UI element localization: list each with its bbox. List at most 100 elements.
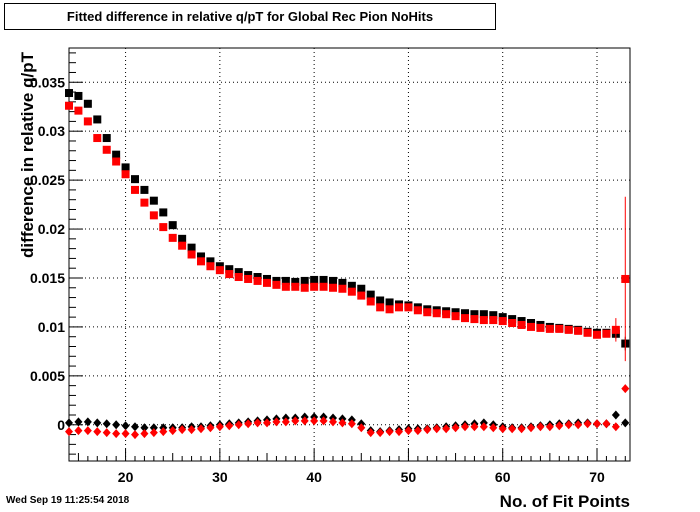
data-point [253,276,262,285]
data-point [197,257,205,266]
data-point [112,157,121,166]
data-point [234,268,243,277]
data-point [329,276,337,285]
data-point [93,134,102,143]
data-point [244,274,253,283]
x-tick-label: 50 [401,469,417,485]
data-point [310,416,319,426]
data-point [527,423,535,433]
data-point [168,233,177,242]
data-point [545,422,554,432]
data-point [159,208,168,217]
data-point [385,427,394,437]
data-point [140,185,149,194]
data-point [291,282,300,291]
data-point [489,316,498,325]
data-point [413,426,422,436]
data-point [555,421,564,431]
data-point [451,312,460,321]
data-point [168,426,177,436]
data-point [263,278,271,287]
data-point [281,417,290,427]
data-point [498,317,507,326]
data-point [593,330,601,339]
data-point [112,429,121,439]
data-point [574,326,583,335]
data-point [310,282,319,291]
data-point [489,423,498,433]
data-point [508,319,517,328]
x-tick-labels: 20 30 40 50 60 70 [118,469,605,485]
data-point [310,275,319,284]
data-point [319,282,328,291]
data-point [149,423,158,433]
data-point [159,427,168,437]
data-point [423,425,432,435]
data-point [131,185,139,194]
data-point [432,309,441,318]
data-point [366,290,375,299]
data-point [112,150,121,159]
data-point [583,419,592,429]
y-tick-label: 0.02 [38,221,65,237]
data-point [338,418,347,428]
data-point [112,420,121,430]
data-point [225,270,234,279]
data-point [376,296,385,305]
data-point [479,310,488,319]
data-point [83,99,92,108]
y-tick-label: 0 [57,417,65,433]
data-point [121,163,130,172]
plot-frame [68,47,631,462]
data-point [74,106,83,115]
data-point [74,91,83,100]
y-axis-label: difference in relative q/pT [18,51,37,258]
data-point [385,298,394,307]
data-point [319,275,328,284]
series-1 [65,101,630,362]
data-point [225,421,234,431]
data-point [291,277,300,286]
data-point [508,424,517,434]
data-point [536,422,545,432]
x-tick-label: 30 [212,469,228,485]
data-point [347,287,356,296]
chart-title: Fitted difference in relative q/pT for G… [4,3,496,30]
data-point [489,311,498,320]
data-point [140,198,149,207]
data-point [545,324,554,333]
data-point [206,257,215,266]
data-point [338,278,347,287]
data-point [197,424,205,434]
data-points [65,89,630,440]
data-point [272,280,281,289]
data-point [300,416,309,426]
data-point [442,424,451,434]
data-point [234,420,243,430]
data-point [461,309,469,318]
data-point [395,427,403,437]
data-point [470,310,479,319]
data-point [102,428,111,438]
data-point [611,410,620,420]
data-point [187,243,196,252]
data-point [574,420,583,430]
data-point [611,325,620,334]
data-point [319,416,328,426]
data-point [300,283,309,292]
y-tick-labels: 0 0.005 0.01 0.015 0.02 0.025 0.03 0.035 [30,74,65,433]
data-point [234,273,243,282]
data-point [621,418,630,428]
timestamp: Wed Sep 19 11:25:54 2018 [6,495,130,506]
data-point [149,428,158,438]
data-point [65,427,73,437]
x-tick-label: 60 [495,469,511,485]
y-tick-label: 0.005 [30,368,65,384]
data-point [376,428,385,438]
data-point [74,417,83,427]
data-point [121,429,130,439]
data-point [102,419,111,429]
data-point [281,276,290,285]
data-point [329,417,337,427]
